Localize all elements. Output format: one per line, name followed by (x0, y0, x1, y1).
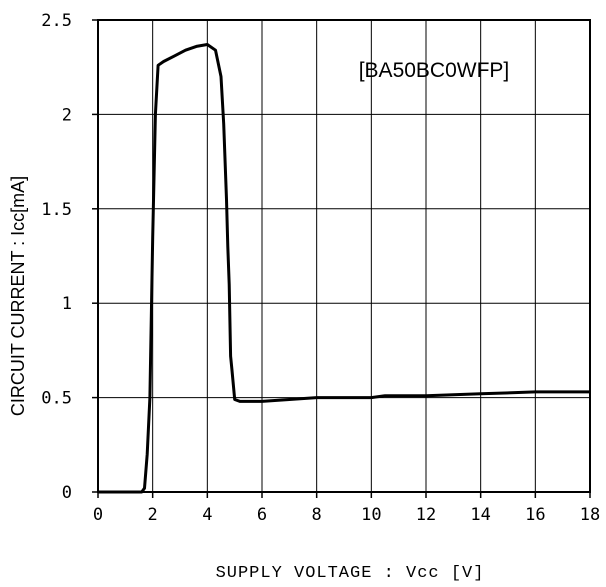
x-tick-labels: 0 2 4 6 8 10 12 14 16 18 (93, 505, 600, 525)
x-tick-label: 12 (416, 505, 436, 525)
x-tick-label: 18 (580, 505, 600, 525)
x-tick-label: 2 (148, 505, 158, 525)
x-tick-label: 0 (93, 505, 103, 525)
part-number-annotation: [BA50BC0WFP] (359, 59, 510, 82)
y-tick-label: 2.5 (41, 11, 72, 31)
x-tick-label: 10 (361, 505, 381, 525)
y-tick-label: 0 (62, 483, 72, 503)
x-tick-label: 4 (202, 505, 212, 525)
y-tick-label: 0.5 (41, 389, 72, 409)
icc-vs-vcc-line (98, 43, 590, 494)
y-tick-labels: 0 0.5 1 1.5 2 2.5 (41, 11, 72, 503)
y-tick-label: 1.5 (41, 200, 72, 220)
y-axis-title: CIRCUIT CURRENT : Icc[mA] (8, 176, 28, 416)
x-tick-label: 16 (525, 505, 545, 525)
x-tick-label: 8 (312, 505, 322, 525)
tick-marks (92, 19, 591, 498)
grid-lines (98, 20, 590, 492)
x-tick-label: 6 (257, 505, 267, 525)
x-tick-label: 14 (470, 505, 490, 525)
y-tick-label: 1 (62, 294, 72, 314)
plot-frame (97, 19, 591, 493)
y-tick-label: 2 (62, 105, 72, 125)
x-axis-title: SUPPLY VOLTAGE : Vcc [V] (216, 564, 485, 583)
